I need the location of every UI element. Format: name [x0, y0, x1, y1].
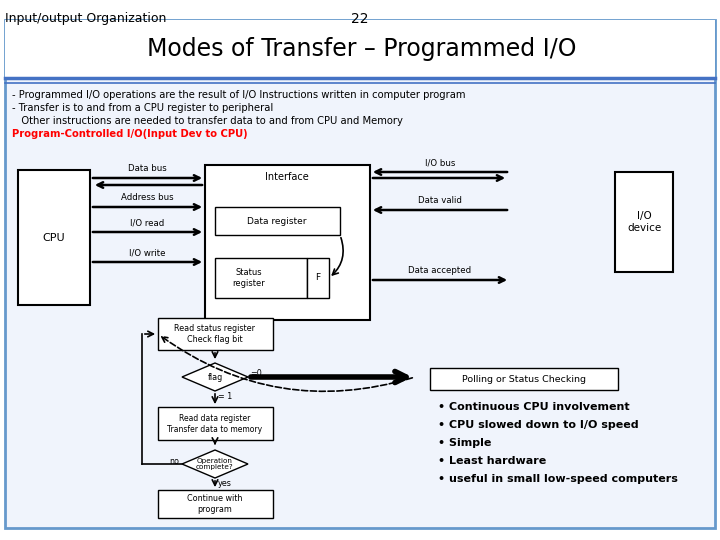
Text: Data valid: Data valid: [418, 196, 462, 205]
Text: CPU: CPU: [42, 233, 66, 243]
FancyBboxPatch shape: [430, 368, 618, 390]
FancyBboxPatch shape: [5, 20, 715, 528]
Text: Modes of Transfer – Programmed I/O: Modes of Transfer – Programmed I/O: [148, 37, 577, 61]
Text: Continue with
program: Continue with program: [187, 494, 243, 514]
Text: Data register: Data register: [247, 217, 307, 226]
Text: Input/output Organization: Input/output Organization: [5, 12, 166, 25]
Text: 22: 22: [351, 12, 369, 26]
Text: • useful in small low-speed computers: • useful in small low-speed computers: [438, 474, 678, 484]
Text: = 1: = 1: [218, 392, 233, 401]
Text: flag: flag: [207, 373, 222, 381]
FancyBboxPatch shape: [205, 165, 370, 320]
FancyBboxPatch shape: [158, 490, 273, 518]
Text: I/O write: I/O write: [129, 248, 166, 257]
Text: Data bus: Data bus: [127, 164, 166, 173]
Text: • Least hardware: • Least hardware: [438, 456, 546, 466]
Text: Read data register
Transfer data to memory: Read data register Transfer data to memo…: [168, 414, 263, 434]
Text: I/O bus: I/O bus: [425, 158, 455, 167]
Text: • Continuous CPU involvement: • Continuous CPU involvement: [438, 402, 629, 412]
Text: no: no: [169, 457, 179, 467]
Text: F: F: [315, 273, 320, 282]
Text: Interface: Interface: [265, 172, 309, 182]
FancyBboxPatch shape: [158, 407, 273, 440]
FancyBboxPatch shape: [158, 318, 273, 350]
Text: Status
register: Status register: [233, 268, 266, 288]
Text: - Transfer is to and from a CPU register to peripheral: - Transfer is to and from a CPU register…: [12, 103, 274, 113]
Polygon shape: [182, 450, 248, 478]
Text: I/O read: I/O read: [130, 218, 164, 227]
FancyBboxPatch shape: [215, 258, 307, 298]
Text: Program-Controlled I/O(Input Dev to CPU): Program-Controlled I/O(Input Dev to CPU): [12, 129, 248, 139]
FancyBboxPatch shape: [615, 172, 673, 272]
FancyBboxPatch shape: [18, 170, 90, 305]
Text: Read status register
Check flag bit: Read status register Check flag bit: [174, 325, 256, 343]
Text: Data accepted: Data accepted: [408, 266, 472, 275]
Text: • Simple: • Simple: [438, 438, 491, 448]
Text: Address bus: Address bus: [121, 193, 174, 202]
FancyBboxPatch shape: [307, 258, 329, 298]
Polygon shape: [182, 363, 248, 391]
Text: =0: =0: [250, 368, 262, 377]
Text: I/O
device: I/O device: [627, 211, 661, 233]
FancyBboxPatch shape: [215, 207, 340, 235]
FancyBboxPatch shape: [5, 20, 715, 78]
Text: • CPU slowed down to I/O speed: • CPU slowed down to I/O speed: [438, 420, 639, 430]
Text: yes: yes: [218, 479, 232, 488]
Text: Polling or Status Checking: Polling or Status Checking: [462, 375, 586, 383]
Text: Other instructions are needed to transfer data to and from CPU and Memory: Other instructions are needed to transfe…: [12, 116, 403, 126]
Text: Operation
complete?: Operation complete?: [196, 457, 234, 470]
Text: - Programmed I/O operations are the result of I/O Instructions written in comput: - Programmed I/O operations are the resu…: [12, 90, 466, 100]
